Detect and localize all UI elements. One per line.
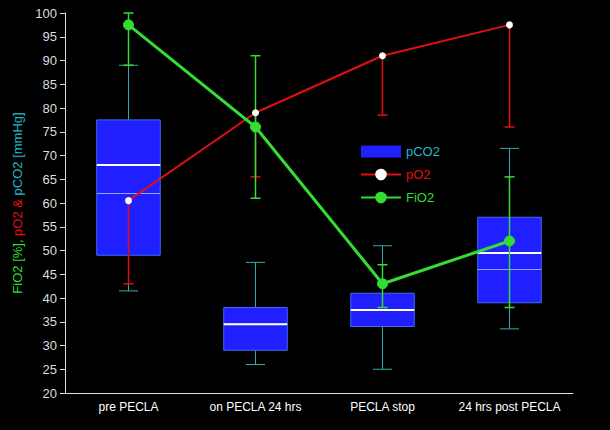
- svg-text:65: 65: [43, 172, 57, 187]
- svg-text:90: 90: [43, 53, 57, 68]
- svg-text:pre PECLA: pre PECLA: [98, 400, 158, 414]
- svg-text:100: 100: [35, 6, 57, 21]
- svg-text:24 hrs post PECLA: 24 hrs post PECLA: [458, 400, 560, 414]
- svg-text:55: 55: [43, 219, 57, 234]
- svg-text:FiO2: FiO2: [406, 190, 434, 205]
- svg-text:85: 85: [43, 77, 57, 92]
- svg-text:pO2 &: pO2 &: [10, 195, 25, 235]
- svg-text:pCO2 [mmHg]: pCO2 [mmHg]: [10, 112, 25, 195]
- svg-text:45: 45: [43, 267, 57, 282]
- svg-text:on PECLA 24 hrs: on PECLA 24 hrs: [209, 400, 301, 414]
- svg-text:30: 30: [43, 338, 57, 353]
- svg-text:50: 50: [43, 243, 57, 258]
- svg-text:PECLA stop: PECLA stop: [350, 400, 415, 414]
- svg-text:75: 75: [43, 124, 57, 139]
- svg-text:pCO2: pCO2: [406, 144, 440, 159]
- svg-text:pO2: pO2: [406, 167, 431, 182]
- svg-text:70: 70: [43, 148, 57, 163]
- svg-text:80: 80: [43, 101, 57, 116]
- svg-text:FiO2 [%],: FiO2 [%],: [10, 236, 25, 294]
- svg-text:20: 20: [43, 386, 57, 401]
- svg-text:60: 60: [43, 196, 57, 211]
- svg-text:35: 35: [43, 314, 57, 329]
- svg-text:95: 95: [43, 29, 57, 44]
- svg-text:40: 40: [43, 291, 57, 306]
- svg-text:25: 25: [43, 362, 57, 377]
